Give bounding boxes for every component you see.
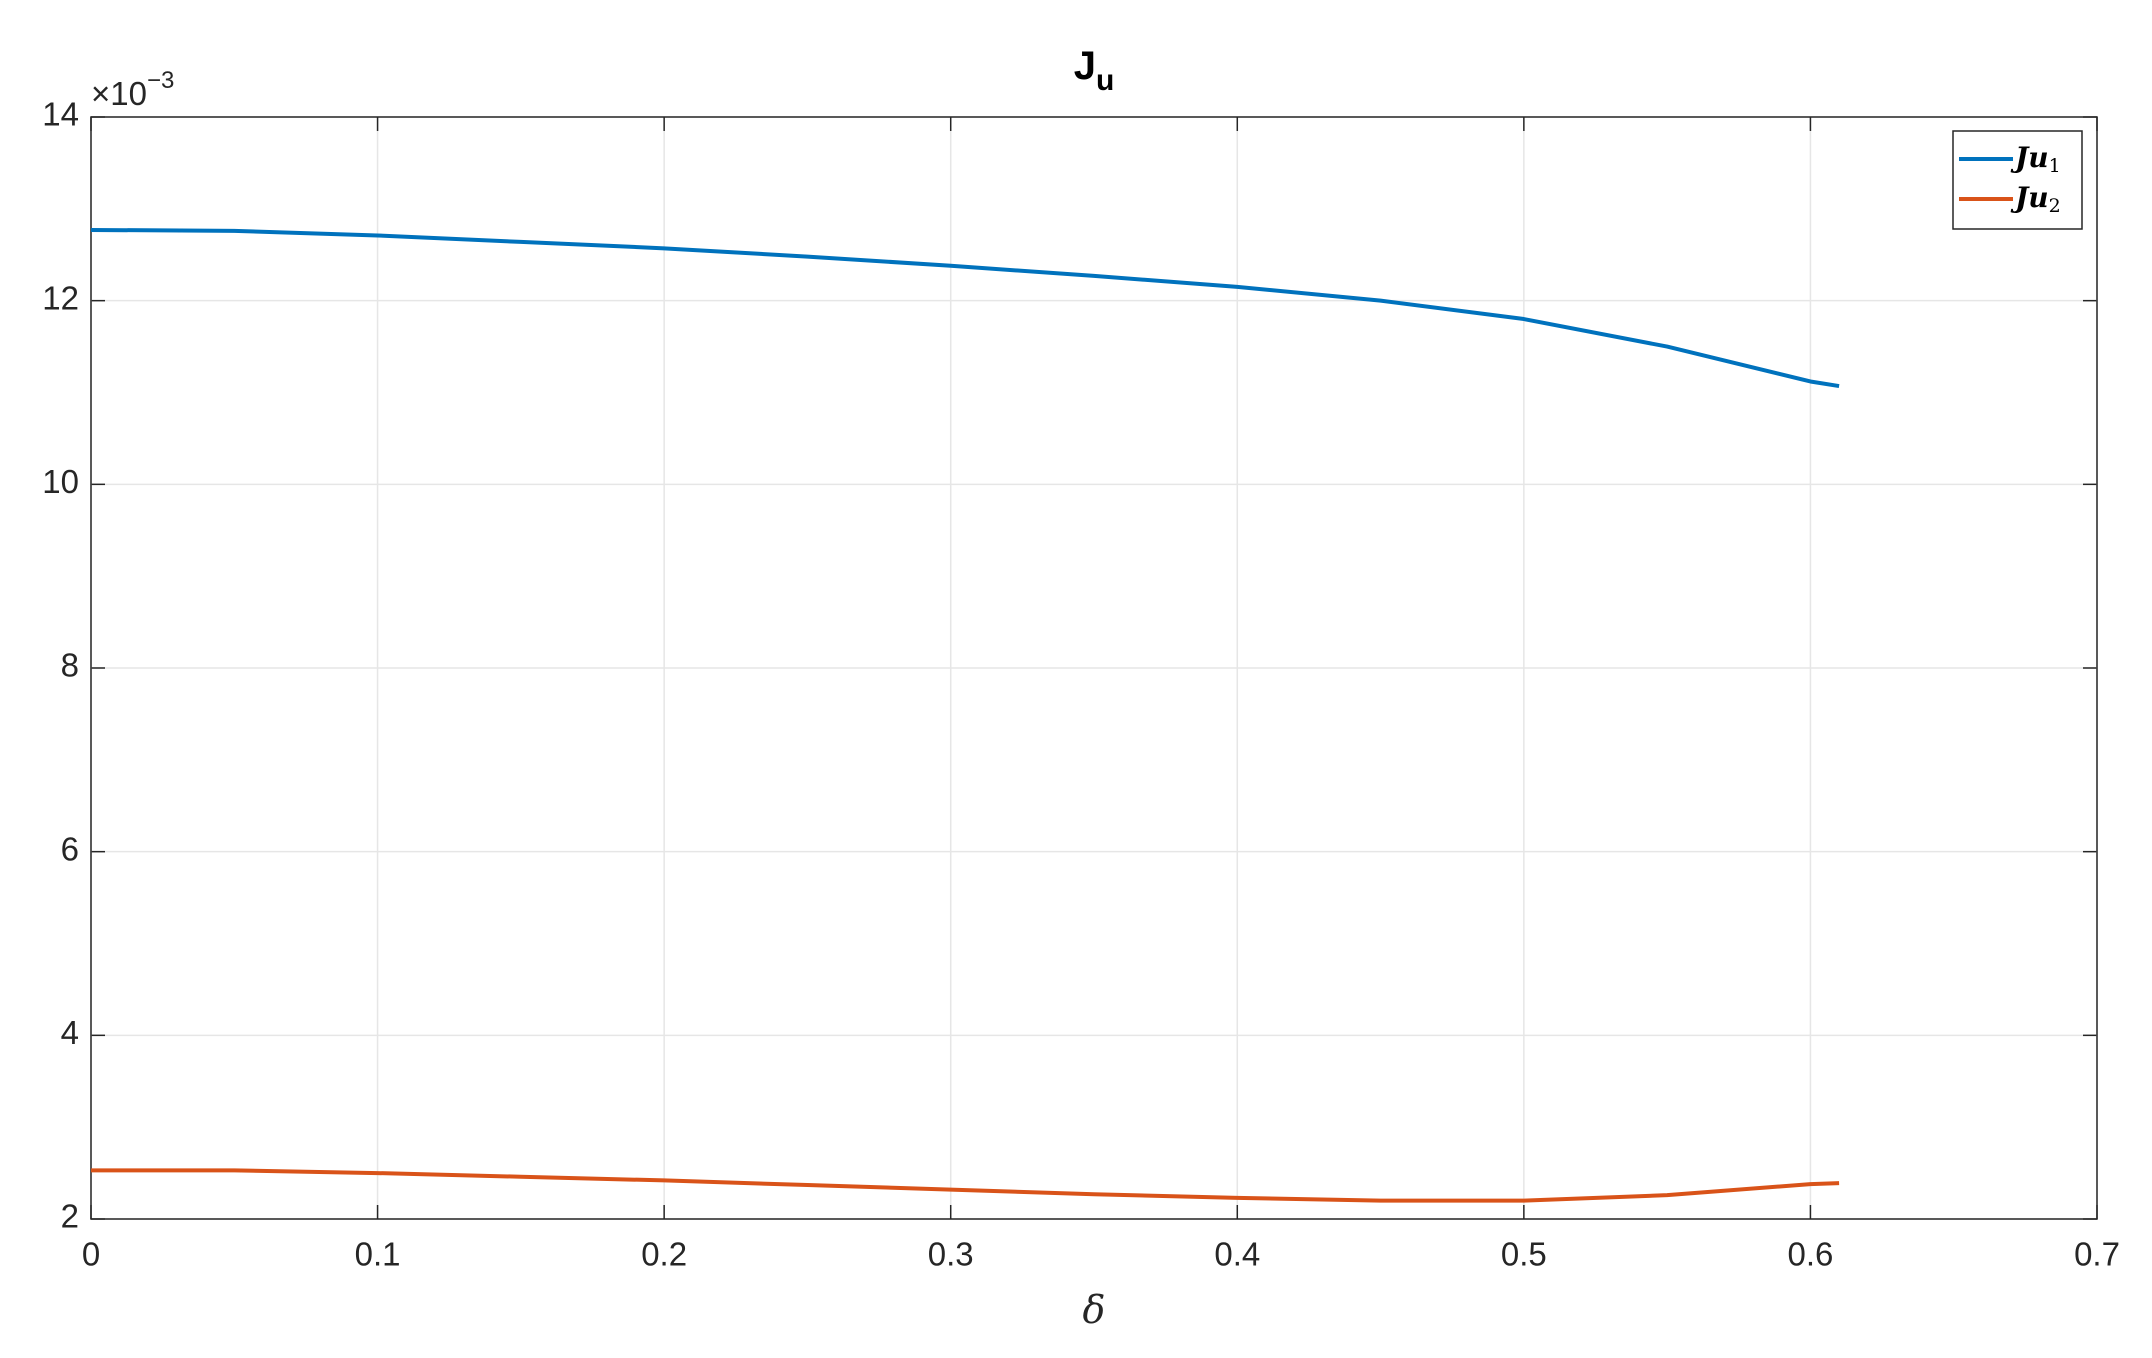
x-axis-label: δ — [1083, 1288, 1106, 1332]
y-tick-label: 4 — [61, 1014, 79, 1051]
x-tick-label: 0.4 — [1214, 1236, 1260, 1273]
legend-label: Ju2 — [2010, 181, 2061, 218]
y-tick-label: 2 — [61, 1198, 79, 1235]
multiplier-base: ×10 — [91, 75, 147, 112]
x-tick-label: 0.3 — [928, 1236, 974, 1273]
legend-subscript: 1 — [2049, 155, 2061, 177]
x-tick-label: 0 — [82, 1236, 100, 1273]
multiplier-exponent: −3 — [147, 67, 174, 94]
plot-frame — [90, 116, 2098, 1220]
x-tick-label: 0.1 — [355, 1236, 401, 1273]
legend-name: Ju — [2010, 181, 2049, 214]
data-line — [91, 1168, 1840, 1203]
y-tick-label: 8 — [61, 647, 79, 684]
x-tick-label: 0.6 — [1787, 1236, 1833, 1273]
legend-box — [1952, 130, 2083, 230]
x-tick-label: 0.2 — [641, 1236, 687, 1273]
y-tick-label: 14 — [42, 96, 79, 133]
x-tick-label: 0.5 — [1501, 1236, 1547, 1273]
legend-subscript: 2 — [2049, 195, 2061, 217]
chart-title: Ju — [1074, 44, 1115, 97]
legend-name: Ju — [2010, 141, 2049, 174]
y-multiplier: ×10−3 — [91, 67, 174, 111]
data-line — [90, 227, 1840, 389]
x-tick-label: 0.7 — [2074, 1236, 2120, 1273]
title-subscript: u — [1096, 64, 1114, 97]
y-tick-label: 6 — [61, 830, 79, 867]
y-tick-label: 12 — [42, 279, 79, 316]
y-tick-label: 10 — [42, 463, 79, 500]
title-main: J — [1074, 44, 1096, 88]
legend-label: Ju1 — [2010, 141, 2061, 178]
